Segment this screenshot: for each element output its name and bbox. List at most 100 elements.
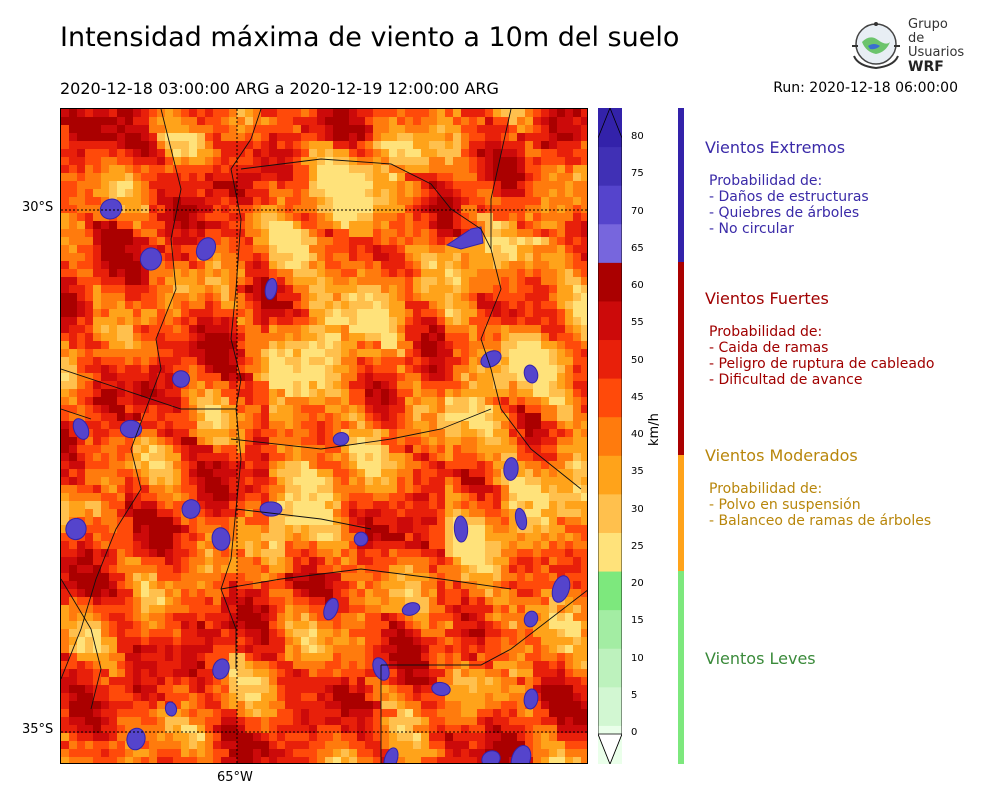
colorbar-tick-label: 60 bbox=[631, 280, 644, 291]
extreme-wind-patch bbox=[431, 681, 451, 697]
extreme-wind-patch bbox=[523, 610, 539, 628]
colorbar-tick-label: 75 bbox=[631, 168, 644, 180]
category-title: Vientos Fuertes bbox=[705, 289, 829, 308]
border-line bbox=[61, 408, 92, 420]
colorbar-tick-label: 45 bbox=[631, 391, 644, 403]
run-timestamp: Run: 2020-12-18 06:00:00 bbox=[773, 80, 958, 96]
category-line: - Peligro de ruptura de cableado bbox=[709, 356, 935, 372]
extreme-wind-patch bbox=[181, 499, 201, 519]
lat-label-35s: 35°S bbox=[22, 722, 54, 737]
border-line bbox=[61, 109, 262, 410]
extreme-wind-patch bbox=[481, 750, 501, 763]
extreme-wind-patch bbox=[453, 515, 469, 543]
colorbar-tick-label: 70 bbox=[631, 205, 644, 217]
extreme-wind-patch bbox=[195, 237, 217, 261]
category-line: - Caida de ramas bbox=[709, 340, 829, 356]
border-line bbox=[490, 109, 512, 249]
colorbar-segment bbox=[598, 416, 622, 456]
colorbar-tick-label: 10 bbox=[631, 652, 644, 664]
border-line bbox=[61, 578, 102, 710]
extreme-wind-patch bbox=[323, 597, 339, 621]
lat-label-30s: 30°S bbox=[22, 200, 54, 215]
category-bar bbox=[678, 571, 684, 764]
colorbar-tick-label: 55 bbox=[631, 317, 644, 329]
category-line: Probabilidad de: bbox=[709, 173, 823, 189]
logo-line-3: WRF bbox=[908, 59, 944, 75]
extreme-wind-patch bbox=[212, 658, 230, 680]
colorbar-tick-label: 15 bbox=[631, 615, 644, 627]
category-line: Probabilidad de: bbox=[709, 481, 823, 497]
extreme-wind-patch bbox=[383, 747, 399, 763]
category-moderate: Vientos Moderados Probabilidad de: - Pol… bbox=[705, 446, 931, 529]
extreme-wind-patch bbox=[126, 727, 146, 751]
category-line: - Quiebres de árboles bbox=[709, 205, 860, 221]
extreme-wind-patch bbox=[353, 531, 369, 547]
colorbar-segment bbox=[598, 146, 622, 186]
colorbar-tick-label: 20 bbox=[631, 578, 644, 589]
extreme-wind-patch bbox=[211, 527, 231, 551]
category-strong: Vientos Fuertes Probabilidad de: - Caida… bbox=[705, 289, 934, 388]
extreme-wind-patch bbox=[99, 198, 123, 220]
colorbar-segment bbox=[598, 455, 622, 495]
extreme-wind-patch bbox=[510, 745, 532, 763]
category-title: Vientos Moderados bbox=[705, 446, 858, 465]
border-line bbox=[381, 589, 587, 666]
category-light: Vientos Leves bbox=[705, 649, 816, 684]
colorbar-tick-label: 35 bbox=[631, 466, 644, 478]
colorbar-tick-label: 40 bbox=[631, 429, 644, 440]
lon-label-65w: 65°W bbox=[217, 770, 253, 785]
category-line: - Dificultad de avance bbox=[709, 372, 863, 388]
category-bar bbox=[678, 108, 684, 263]
colorbar-tick-label: 65 bbox=[631, 242, 644, 254]
border-line bbox=[230, 408, 492, 450]
category-line: Probabilidad de: bbox=[709, 324, 823, 340]
extreme-wind-patch bbox=[551, 575, 571, 603]
border-line bbox=[61, 109, 182, 680]
extreme-wind-patch bbox=[264, 277, 278, 301]
colorbar bbox=[598, 108, 622, 764]
colorbar-tick-label: 5 bbox=[631, 689, 638, 701]
category-line: - Daños de estructuras bbox=[709, 189, 869, 205]
category-bar bbox=[678, 262, 684, 456]
colorbar-segment bbox=[598, 686, 622, 726]
colorbar-segment bbox=[598, 378, 622, 418]
colorbar-segment bbox=[598, 185, 622, 225]
wrf-logo: Grupo de Usuarios WRF bbox=[848, 16, 968, 74]
extreme-wind-patch bbox=[523, 364, 539, 384]
logo-line-1: Grupo de bbox=[908, 17, 948, 46]
colorbar-segment bbox=[598, 532, 622, 572]
colorbar-tick-label: 30 bbox=[631, 503, 644, 515]
colorbar-segment bbox=[598, 339, 622, 379]
extreme-wind-patch bbox=[172, 370, 190, 388]
category-line: - Polvo en suspensión bbox=[709, 497, 861, 513]
category-line: - Balanceo de ramas de árboles bbox=[709, 513, 932, 529]
wind-speed-map bbox=[60, 108, 588, 764]
category-line: - No circular bbox=[709, 221, 794, 237]
extreme-wind-patch bbox=[164, 701, 178, 717]
logo-line-2: Usuarios bbox=[908, 45, 965, 60]
extreme-wind-patch bbox=[119, 419, 143, 439]
colorbar-unit: km/h bbox=[647, 413, 662, 446]
extreme-wind-patch bbox=[139, 247, 163, 271]
colorbar-segment bbox=[598, 648, 622, 688]
extreme-wind-patch bbox=[72, 418, 90, 440]
border-line bbox=[235, 508, 372, 530]
colorbar-tick-label: 0 bbox=[631, 727, 638, 738]
colorbar-top-cap bbox=[598, 108, 622, 138]
colorbar-tick-label: 50 bbox=[631, 354, 644, 366]
colorbar-segment bbox=[598, 609, 622, 649]
globe-icon bbox=[852, 22, 900, 70]
wind-field-raster bbox=[61, 109, 587, 763]
colorbar-segment bbox=[598, 571, 622, 611]
colorbar-bottom-cap bbox=[598, 733, 622, 764]
extreme-wind-patch bbox=[65, 517, 87, 541]
category-title: Vientos Leves bbox=[705, 649, 816, 668]
extreme-wind-patch bbox=[514, 507, 528, 531]
extreme-wind-patch bbox=[401, 602, 421, 616]
colorbar-tick-label: 25 bbox=[631, 540, 644, 552]
forecast-period: 2020-12-18 03:00:00 ARG a 2020-12-19 12:… bbox=[60, 79, 499, 98]
category-title: Vientos Extremos bbox=[705, 138, 846, 157]
category-extreme: Vientos Extremos Probabilidad de: - Daño… bbox=[705, 138, 869, 237]
extreme-wind-patch bbox=[332, 432, 350, 446]
border-line bbox=[220, 568, 512, 590]
